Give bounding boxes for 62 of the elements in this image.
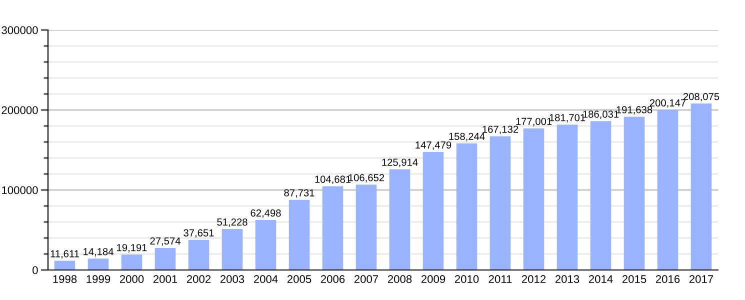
data-label: 177,001 [516,118,552,126]
x-tick-label: 2014 [588,275,613,284]
bar [121,254,142,270]
bar [389,169,410,270]
x-tick-label: 2003 [220,275,244,284]
bar [422,152,444,270]
x-tick-label: 2009 [421,275,446,284]
x-tick-label: 2013 [555,275,580,284]
bar [490,136,511,270]
data-label: 27,574 [150,237,180,246]
bar [456,143,478,270]
bar [356,184,377,270]
bar [590,121,612,270]
data-label: 158,244 [449,132,485,142]
x-tick-label: 2000 [120,275,144,284]
y-tick-label: 300000 [2,26,38,34]
bar [556,124,578,270]
x-tick-label: 2010 [454,275,479,284]
x-tick-label: 2016 [656,275,680,284]
data-label: 200,147 [650,99,686,108]
data-label: 125,914 [382,158,418,168]
bar [188,240,210,270]
data-label: 191,638 [616,106,652,114]
bar [322,186,344,270]
bar [690,104,712,270]
data-label: 14,184 [84,248,114,256]
bar [154,248,176,270]
y-tick-label: 0 [32,266,38,274]
data-label: 62,498 [250,209,281,218]
x-tick-label: 2017 [689,275,714,284]
x-tick-label: 2006 [320,275,345,284]
x-tick-label: 1999 [86,275,110,284]
bar [54,260,76,270]
x-tick-label: 2001 [153,275,178,284]
x-tick-label: 2012 [522,275,546,284]
data-label: 167,132 [482,126,518,134]
bar [222,229,243,270]
y-tick-label: 200000 [2,106,38,114]
bar [88,258,109,270]
bar [523,128,544,270]
data-label: 147,479 [416,141,452,150]
x-tick-label: 1998 [53,275,77,284]
data-label: 19,191 [117,244,147,252]
x-tick-label: 2008 [388,275,412,284]
data-label: 11,611 [50,250,80,259]
data-label: 37,651 [184,229,214,238]
bar [288,200,310,270]
data-label: 51,228 [217,218,248,227]
data-label: 181,701 [550,114,586,122]
bar [657,110,678,270]
data-label: 208,075 [683,92,720,102]
x-tick-label: 2011 [488,275,512,284]
x-tick-label: 2007 [354,275,378,284]
y-tick-label: 100000 [2,186,38,194]
x-tick-label: 2002 [186,275,211,284]
x-tick-label: 2005 [287,275,312,284]
data-label: 186,031 [583,110,619,119]
x-tick-label: 2004 [254,275,278,284]
bar [624,116,645,270]
x-tick-label: 2015 [622,275,646,284]
bar [255,220,276,270]
data-label: 87,731 [284,189,314,198]
